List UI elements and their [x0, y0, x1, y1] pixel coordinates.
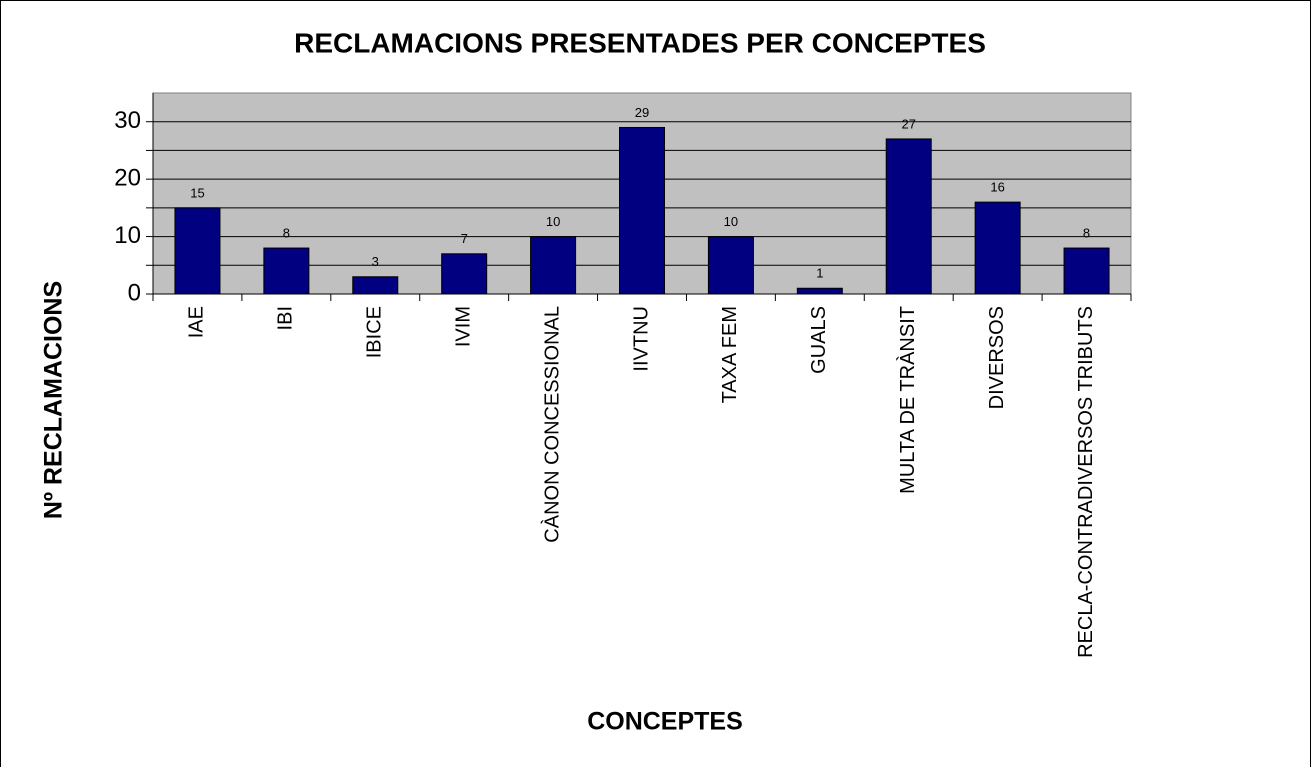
value-label: 27: [901, 116, 915, 131]
bar: [707, 236, 754, 295]
bar: [619, 126, 665, 295]
x-tick-label: RECLA-CONTRADIVERSOS TRIBUTS: [1075, 306, 1097, 658]
bar: [796, 287, 843, 295]
x-axis-title: CONCEPTES: [587, 708, 743, 736]
x-tick-label: IAE: [186, 306, 208, 338]
x-tick-label: IBI: [275, 306, 297, 330]
bar: [974, 201, 1021, 295]
x-tick-label: IBICE: [364, 306, 386, 358]
y-tick-label: 20: [114, 164, 141, 191]
value-label: 1: [816, 266, 823, 281]
x-tick-label: DIVERSOS: [986, 306, 1008, 409]
value-label: 15: [190, 185, 204, 200]
x-tick-label: CÀNON CONCESSIONAL: [540, 306, 563, 543]
x-tick-label: IIVTNU: [630, 306, 652, 372]
value-label: 10: [724, 214, 738, 229]
y-tick-label: 0: [128, 279, 141, 306]
bar: [885, 138, 932, 295]
bar: [174, 207, 221, 295]
x-tick-label: TAXA FEM: [719, 306, 741, 403]
x-tick-label: GUALS: [808, 306, 830, 374]
bar: [1063, 247, 1110, 295]
y-axis-title: Nº RECLAMACIONS: [40, 281, 68, 519]
y-tick-label: 30: [114, 107, 141, 134]
x-tick-label: IVIM: [452, 306, 474, 347]
value-label: 8: [1083, 225, 1090, 240]
x-tick-label: MULTA DE TRÀNSIT: [896, 306, 919, 494]
bar: [352, 276, 399, 295]
value-label: 10: [546, 214, 560, 229]
value-label: 3: [372, 254, 379, 269]
value-label: 16: [990, 180, 1004, 195]
y-tick-label: 10: [114, 222, 141, 249]
chart-title: RECLAMACIONS PRESENTADES PER CONCEPTES: [294, 27, 986, 58]
value-label: 29: [635, 105, 649, 120]
bar: [441, 253, 488, 295]
value-label: 8: [283, 225, 290, 240]
bar: [530, 236, 577, 295]
value-label: 7: [461, 231, 468, 246]
bar: [263, 247, 310, 295]
